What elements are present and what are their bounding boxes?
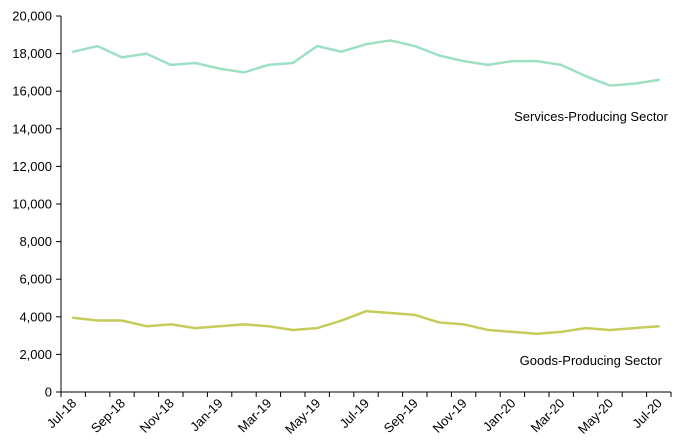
y-tick-label: 12,000 [12, 159, 52, 174]
series-lines [71, 39, 661, 335]
x-tick-label: Sep-18 [88, 396, 128, 436]
y-tick-label: 2,000 [19, 347, 52, 362]
x-tick-label: Mar-20 [528, 396, 568, 436]
y-tick-label: 16,000 [12, 84, 52, 99]
y-tick-label: 18,000 [12, 46, 52, 61]
series-labels: Services-Producing Sector Goods-Producing… [514, 109, 669, 368]
y-tick-label: 20,000 [12, 9, 52, 24]
x-tick-label: Sep-19 [381, 396, 421, 436]
y-tick-label: 14,000 [12, 121, 52, 136]
y-tick-label: 10,000 [12, 197, 52, 212]
services-producing-line [71, 39, 661, 87]
services-producing-label: Services-Producing Sector [514, 109, 669, 124]
x-tick-label: Mar-19 [235, 396, 275, 436]
y-axis: 0 2,000 4,000 6,000 8,000 10,000 12,000 14,000 1… [12, 9, 62, 400]
y-tick-label: 4,000 [19, 309, 52, 324]
x-axis: Jul-18 Sep-18 Nov-18 Jan-19 Mar-19 May-19 Jul-… [44, 391, 672, 437]
x-tick-label: Jul-20 [629, 396, 665, 432]
x-tick-label: May-20 [575, 396, 616, 437]
goods-producing-label: Goods-Producing Sector [520, 353, 663, 368]
y-tick-label: 6,000 [19, 272, 52, 287]
goods-producing-line [71, 309, 661, 335]
x-tick-label: Jan-19 [187, 396, 226, 435]
x-tick-label: Jan-20 [480, 396, 519, 435]
y-tick-label: 8,000 [19, 234, 52, 249]
x-tick-label: Jul-18 [44, 396, 80, 432]
x-tick-label: Nov-18 [137, 396, 177, 436]
x-tick-label: Jul-19 [336, 396, 372, 432]
x-tick-label: May-19 [282, 396, 323, 437]
y-tick-label: 0 [45, 385, 52, 400]
x-tick-label: Nov-19 [429, 396, 469, 436]
